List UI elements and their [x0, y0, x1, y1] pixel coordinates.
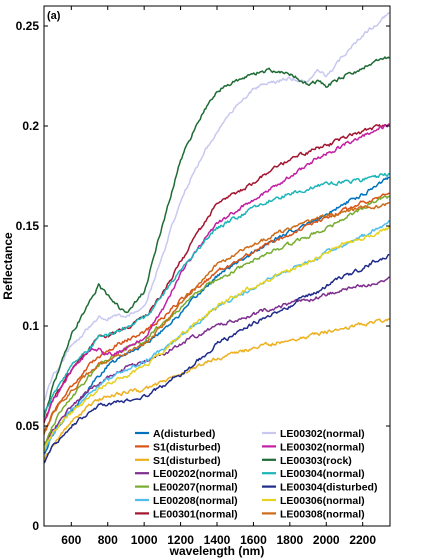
legend-label: LE00202(normal) [153, 468, 238, 480]
legend-label: LE00207(normal) [153, 482, 238, 494]
series-line [43, 202, 390, 435]
series-line [43, 195, 390, 446]
series-line [43, 318, 390, 461]
legend-label: A(disturbed) [153, 428, 215, 440]
legend-label: LE00304(disturbed) [280, 482, 377, 494]
panel-label: (a) [47, 10, 61, 22]
legend-label: LE00301(normal) [153, 508, 238, 520]
x-tick-label: 600 [61, 533, 81, 547]
series-line [43, 12, 390, 402]
legend-label: S1(disturbed) [153, 455, 221, 467]
x-tick-label: 1400 [204, 533, 231, 547]
legend-label: S1(disturbed) [153, 441, 221, 453]
series-line [43, 176, 390, 455]
y-axis-title: Reflectance [1, 232, 15, 300]
series-lines [43, 12, 390, 464]
x-tick-label: 800 [98, 533, 118, 547]
x-tick-label: 1600 [240, 533, 267, 547]
x-tick-label: 1000 [131, 533, 158, 547]
legend-label: LE00302(normal) [280, 441, 365, 453]
series-line [43, 253, 390, 464]
y-tick-label: 0 [32, 519, 39, 533]
series-line [43, 172, 390, 416]
y-tick-label: 0.25 [16, 19, 40, 33]
x-tick-label: 1200 [167, 533, 194, 547]
series-line [43, 225, 390, 452]
x-tick-label: 2200 [349, 533, 376, 547]
y-tick-label: 0.05 [16, 419, 40, 433]
x-axis-title: wavelength (nm) [169, 544, 265, 558]
y-tick-label: 0.15 [16, 219, 40, 233]
legend-label: LE00306(normal) [280, 495, 365, 507]
x-tick-label: 2000 [313, 533, 340, 547]
axis-ticks: 600 800 1000 1200 1400 1600 1800 2000 2200 0 0.05 0… [16, 6, 390, 547]
legend-label: LE00303(rock) [280, 455, 352, 467]
legend-label: LE00302(normal) [280, 428, 365, 440]
legend-label: LE00304(normal) [280, 468, 365, 480]
x-tick-label: 1800 [276, 533, 303, 547]
y-tick-label: 0.1 [22, 319, 39, 333]
legend: A(disturbed)S1(disturbed)S1(disturbed)LE… [135, 428, 377, 520]
legend-label: LE00208(normal) [153, 495, 238, 507]
series-line [43, 192, 390, 433]
series-line [43, 123, 390, 421]
y-tick-label: 0.2 [22, 119, 39, 133]
series-line [43, 56, 390, 418]
legend-label: LE00308(normal) [280, 508, 365, 520]
